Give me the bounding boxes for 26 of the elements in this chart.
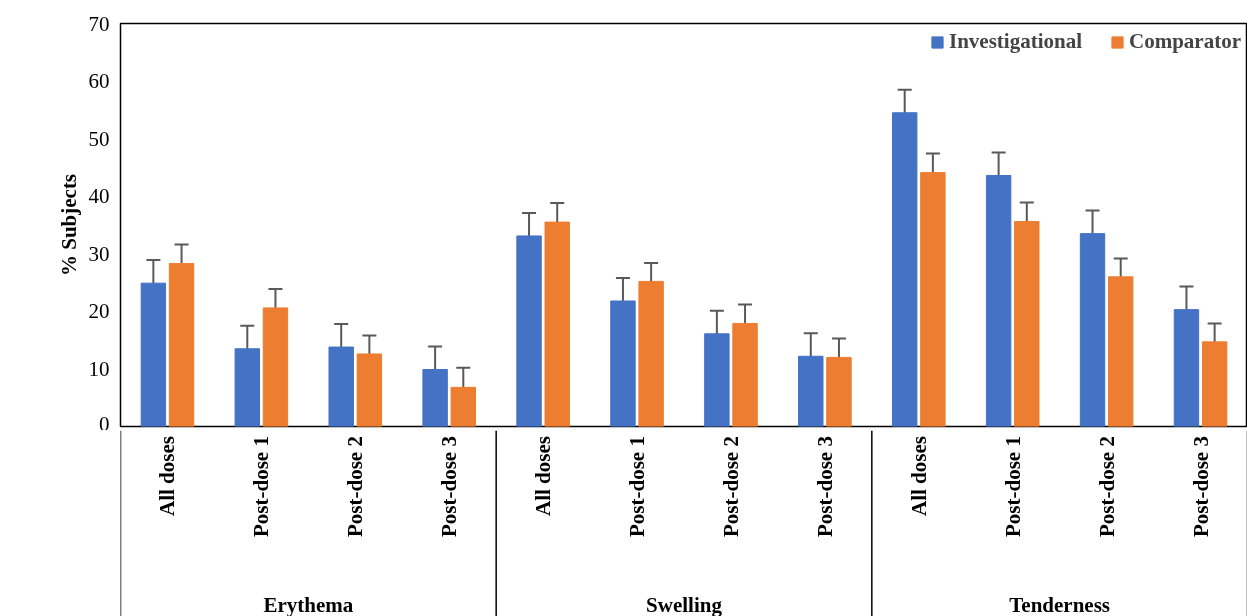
y-tick-label: 10 — [88, 356, 110, 381]
y-tick-label: 20 — [88, 299, 110, 324]
x-tick-label: All doses — [155, 436, 180, 517]
x-tick-label: Post-dose 3 — [812, 436, 837, 537]
x-tick-label: Post-dose 2 — [1094, 436, 1119, 537]
x-tick-label: Post-dose 1 — [249, 436, 274, 537]
y-tick-label: 50 — [88, 126, 110, 151]
x-tick-label: Post-dose 3 — [1188, 436, 1213, 537]
x-tick-label: All doses — [906, 436, 931, 517]
y-tick-label: 30 — [88, 241, 110, 266]
y-axis-title: % Subjects — [56, 173, 81, 277]
y-tick-label: 60 — [88, 69, 110, 94]
x-tick-label: Post-dose 1 — [625, 436, 650, 537]
y-tick-label: 70 — [88, 11, 110, 36]
legend-label: Investigational — [949, 29, 1083, 54]
text: Swelling — [646, 592, 723, 616]
text: Erythema — [263, 592, 354, 616]
x-tick-label: All doses — [531, 436, 556, 517]
legend-label: Comparator — [1129, 29, 1241, 54]
x-tick-label: Post-dose 1 — [1000, 436, 1025, 537]
x-tick-label: Post-dose 3 — [437, 436, 462, 537]
y-tick-label: 40 — [88, 184, 110, 209]
x-tick-label: Post-dose 2 — [718, 436, 743, 537]
y-tick-label: 0 — [99, 411, 110, 436]
text: Tenderness — [1009, 592, 1111, 616]
x-tick-label: Post-dose 2 — [343, 436, 368, 537]
